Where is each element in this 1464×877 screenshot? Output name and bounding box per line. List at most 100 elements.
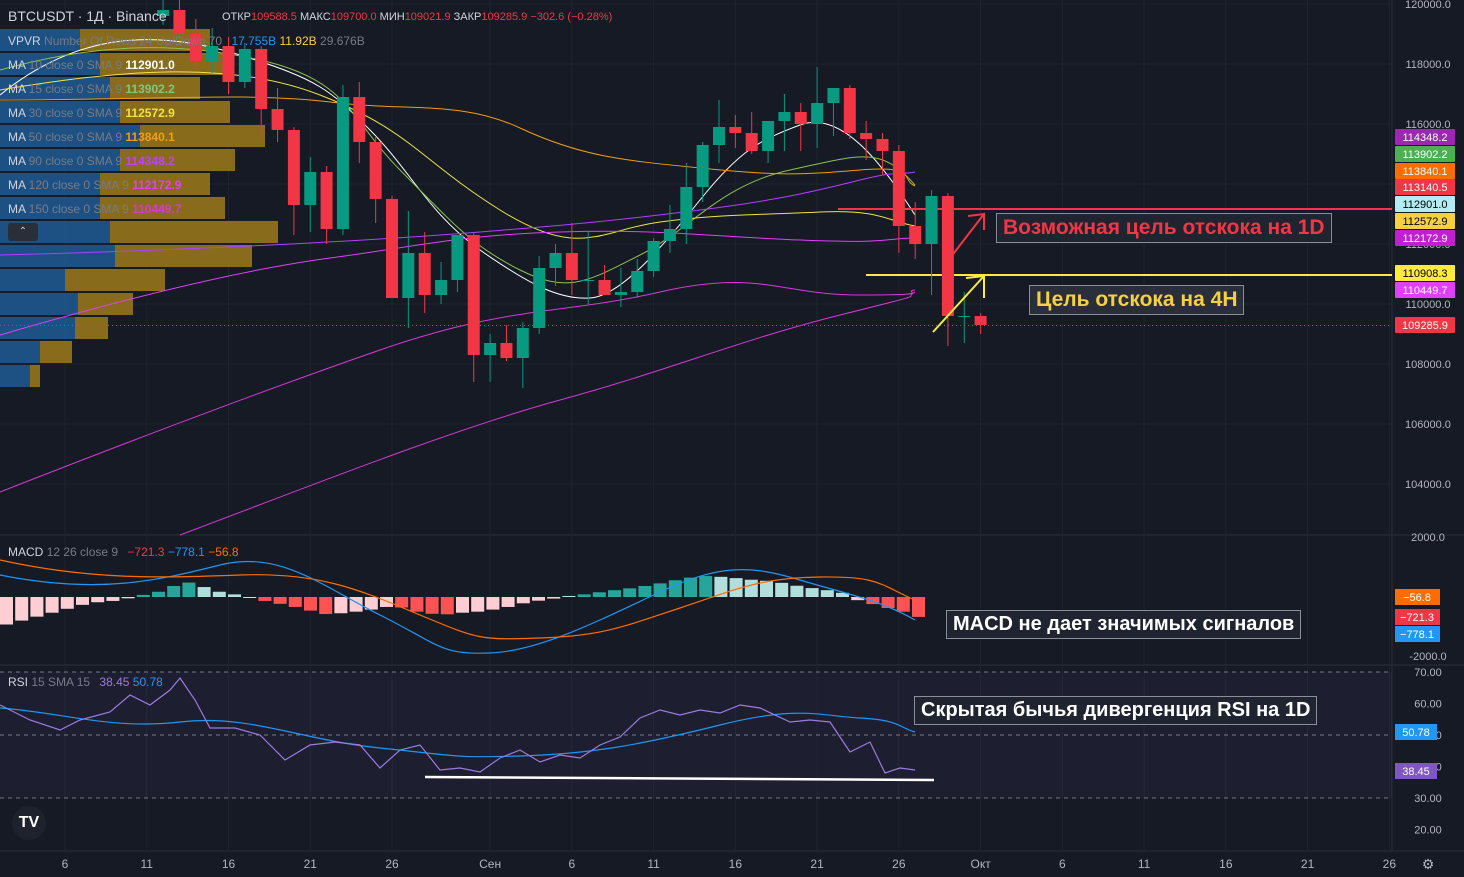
vp-bar-up <box>0 29 80 51</box>
ma-legend-row[interactable]: MA 15 close 0 SMA 9 113902.2 <box>8 82 175 96</box>
ma-legend-params: 120 close 0 SMA 9 <box>25 178 133 192</box>
rsi-value-box <box>1395 763 1437 779</box>
macd-histogram-bar <box>60 597 74 609</box>
candle-body <box>435 280 448 295</box>
vp-bar-up <box>0 53 100 75</box>
ma-legend-row[interactable]: MA 10 close 0 SMA 9 112901.0 <box>8 58 175 72</box>
candle-body <box>778 112 791 121</box>
ma-legend-value: 112172.9 <box>132 178 182 192</box>
ma-legend-name: MA <box>8 202 26 216</box>
macd-histogram-bar <box>912 597 925 617</box>
arrow-4h-head <box>965 274 985 298</box>
ma-legend-row[interactable]: MA 120 close 0 SMA 9 112172.9 <box>8 178 181 192</box>
macd-histogram-bar <box>668 580 682 597</box>
vp-bar-up <box>0 101 120 123</box>
ma-line <box>0 171 916 256</box>
price-label: 112572.9 <box>1402 216 1447 228</box>
macd-histogram-bar <box>425 597 439 614</box>
macd-histogram-bar <box>364 597 378 610</box>
candle-body <box>222 46 235 82</box>
ma-legend-params: 90 close 0 SMA 9 <box>25 154 126 168</box>
macd-histogram-bar <box>851 597 865 601</box>
macd-histogram-bar <box>91 597 105 603</box>
candle-body <box>320 172 333 229</box>
ohlc-readout: ОТКР109588.5 МАКС109700.0 МИН109021.9 ЗА… <box>222 11 613 23</box>
ma-legend-value: 110449.7 <box>132 202 182 216</box>
macd-histogram-bar <box>212 591 226 597</box>
macd-histogram-bar <box>790 585 804 597</box>
x-tick-label: 11 <box>647 857 660 871</box>
macd-histogram-bar <box>167 585 181 597</box>
candle-body <box>631 271 644 292</box>
rsi-divergence-line <box>424 775 935 782</box>
candle-body <box>729 127 742 133</box>
macd-histogram-bar <box>197 587 211 597</box>
candle-body <box>533 268 546 328</box>
vp-bar-down <box>65 269 165 291</box>
price-axis: 120000.0118000.0116000.0114000.0112000.0… <box>1395 0 1455 837</box>
price-label: 114348.2 <box>1402 132 1447 144</box>
x-tick-label: 6 <box>569 857 576 871</box>
macd-histogram-bar <box>182 582 196 597</box>
ma-legend-row[interactable]: MA 150 close 0 SMA 9 110449.7 <box>8 202 181 216</box>
vp-bar-down <box>30 365 40 387</box>
candle-body <box>974 316 987 325</box>
macd-histogram-bar <box>501 597 515 607</box>
macd-histogram-bar <box>380 597 393 607</box>
x-tick-label: 21 <box>1301 857 1315 871</box>
price-label-box <box>1395 146 1455 162</box>
ma-legend-name: MA <box>8 106 26 120</box>
settings-gear-icon: ⚙ <box>1422 856 1435 872</box>
macd-histogram-bar <box>760 580 773 597</box>
ma-legend-name: MA <box>8 58 26 72</box>
annotation-rsi: Скрытая бычья дивергенция RSI на 1D <box>914 696 1318 725</box>
ma-legend-row[interactable]: MA 90 close 0 SMA 9 114348.2 <box>8 154 175 168</box>
rsi-value-label: 38.45 <box>1402 766 1430 778</box>
vp-bar-up <box>0 197 100 219</box>
vp-bar-down <box>100 197 225 219</box>
x-tick-label: 26 <box>1383 857 1397 871</box>
vp-bar-up <box>0 77 110 99</box>
rsi-legend[interactable]: RSI 15 SMA 15 38.45 50.78 <box>8 675 163 689</box>
macd-histogram-bar <box>395 597 409 608</box>
candle-body <box>860 133 873 139</box>
macd-tick-label: 2000.0 <box>1411 532 1445 544</box>
ma-line <box>0 96 916 187</box>
macd-histogram-bar <box>896 597 910 612</box>
price-label: 109285.9 <box>1402 320 1448 332</box>
candle-body <box>369 142 382 199</box>
macd-histogram-bar <box>304 597 317 611</box>
x-tick-label: Окт <box>970 857 991 871</box>
macd-histogram-bar <box>228 594 241 597</box>
macd-histogram-bar <box>471 597 485 612</box>
candle-body <box>467 235 480 355</box>
macd-value-label: −721.3 <box>1400 612 1434 624</box>
macd-histogram-bar <box>76 597 89 605</box>
candle-body <box>811 103 824 124</box>
candle-body <box>843 88 856 133</box>
macd-histogram-bar <box>136 594 150 597</box>
candle-body <box>549 253 562 268</box>
ma-legend-row[interactable]: MA 30 close 0 SMA 9 112572.9 <box>8 106 175 120</box>
candle-body <box>255 49 268 109</box>
ma-legend-row[interactable]: MA 50 close 0 SMA 9 113840.1 <box>8 130 175 144</box>
vpvr-legend[interactable]: VPVR Number Of Rows 24 Up/Down 70 17.755… <box>8 34 365 48</box>
macd-panel <box>0 559 925 654</box>
price-tick-label: 108000.0 <box>1405 359 1451 371</box>
candle-body <box>386 199 398 298</box>
collapse-legend-button[interactable]: ⌃ <box>8 223 38 241</box>
candle-body <box>206 46 219 61</box>
candle-body <box>680 187 693 229</box>
price-tick-label: 116000.0 <box>1405 119 1450 131</box>
macd-histogram-bar <box>288 597 302 607</box>
macd-histogram-bar <box>45 597 59 613</box>
rsi-tick-label: 20.00 <box>1414 825 1442 837</box>
macd-legend[interactable]: MACD 12 26 close 9 −721.3 −778.1 −56.8 <box>8 545 239 559</box>
tradingview-logo[interactable]: TV <box>12 806 46 840</box>
vp-bar-down <box>75 317 108 339</box>
price-tick-label: 118000.0 <box>1405 59 1450 71</box>
price-label: 113140.5 <box>1402 182 1447 194</box>
arrow-1d-head <box>967 212 985 230</box>
vp-bar-up <box>0 341 40 363</box>
